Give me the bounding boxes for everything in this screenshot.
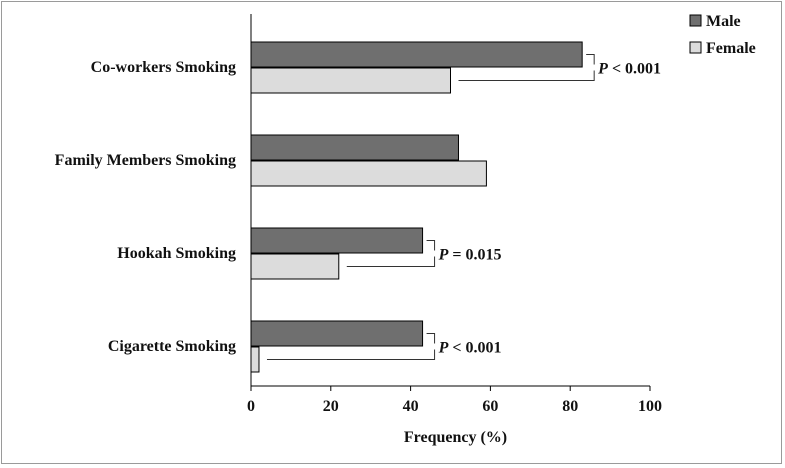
- category-label-hookah-smoking: Hookah Smoking: [117, 245, 236, 262]
- p-value-rest-cigarette-smoking: < 0.001: [448, 340, 501, 357]
- p-value-rest-hookah-smoking: = 0.015: [448, 247, 501, 264]
- significance-bracket-cigarette-smoking: [266, 333, 436, 360]
- category-label-co-workers-smoking: Co-workers Smoking: [91, 59, 236, 76]
- bar-female-co-workers-smoking: [250, 67, 451, 94]
- p-value-hookah-smoking: P = 0.015: [438, 247, 502, 264]
- legend-label-male: Male: [706, 13, 741, 30]
- bar-male-family-members-smoking: [250, 134, 459, 161]
- significance-bracket-co-workers-smoking: [458, 54, 595, 81]
- p-value-co-workers-smoking: P < 0.001: [597, 61, 661, 78]
- category-label-cigarette-smoking: Cigarette Smoking: [108, 338, 236, 355]
- bar-female-hookah-smoking: [250, 253, 340, 280]
- legend: Male Female: [689, 13, 756, 57]
- p-value-cigarette-smoking: P < 0.001: [438, 340, 502, 357]
- p-value-stat-hookah-smoking: P: [438, 247, 449, 264]
- p-value-stat-co-workers-smoking: P: [597, 61, 608, 78]
- x-tick-label-20: 20: [323, 398, 339, 415]
- bar-male-hookah-smoking: [250, 227, 424, 254]
- legend-label-female: Female: [706, 40, 756, 57]
- bar-female-cigarette-smoking: [250, 346, 260, 373]
- x-tick-label-80: 80: [562, 398, 578, 415]
- legend-swatch-female: [689, 41, 702, 54]
- x-axis-title: Frequency (%): [404, 429, 507, 446]
- bar-female-family-members-smoking: [250, 160, 487, 187]
- x-tick-label-100: 100: [638, 398, 662, 415]
- significance-bracket-hookah-smoking: [346, 240, 436, 267]
- x-tick-label-60: 60: [482, 398, 498, 415]
- bars-group: [250, 41, 583, 373]
- bar-male-co-workers-smoking: [250, 41, 583, 68]
- x-tick-label-0: 0: [247, 398, 255, 415]
- axes-group: Co-workers Smoking Family Members Smoking…: [55, 14, 662, 446]
- legend-swatch-male: [689, 14, 702, 27]
- category-label-family-members-smoking: Family Members Smoking: [55, 152, 236, 169]
- bar-male-cigarette-smoking: [250, 320, 424, 347]
- p-value-rest-co-workers-smoking: < 0.001: [608, 61, 661, 78]
- x-tick-label-40: 40: [403, 398, 419, 415]
- p-value-stat-cigarette-smoking: P: [438, 340, 449, 357]
